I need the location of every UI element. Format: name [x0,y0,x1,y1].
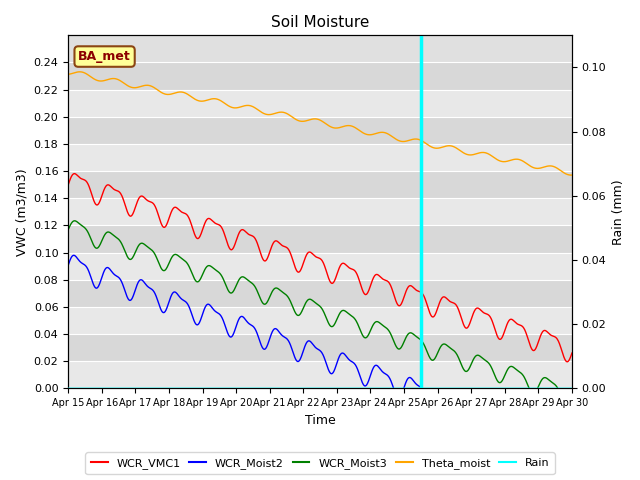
Bar [68,90,572,117]
Y-axis label: Rain (mm): Rain (mm) [612,179,625,245]
Legend: WCR_VMC1, WCR_Moist2, WCR_Moist3, Theta_moist, Rain: WCR_VMC1, WCR_Moist2, WCR_Moist3, Theta_… [85,453,555,474]
Bar [68,280,572,307]
Bar [68,361,572,388]
Bar [68,252,572,280]
Y-axis label: VWC (m3/m3): VWC (m3/m3) [15,168,28,256]
Bar [68,171,572,198]
Title: Soil Moisture: Soil Moisture [271,15,369,30]
Bar [68,334,572,361]
Bar [68,226,572,252]
Text: BA_met: BA_met [78,50,131,63]
Bar [68,307,572,334]
Bar [68,62,572,90]
Bar [68,198,572,226]
Bar [68,144,572,171]
Bar [68,117,572,144]
X-axis label: Time: Time [305,414,335,427]
